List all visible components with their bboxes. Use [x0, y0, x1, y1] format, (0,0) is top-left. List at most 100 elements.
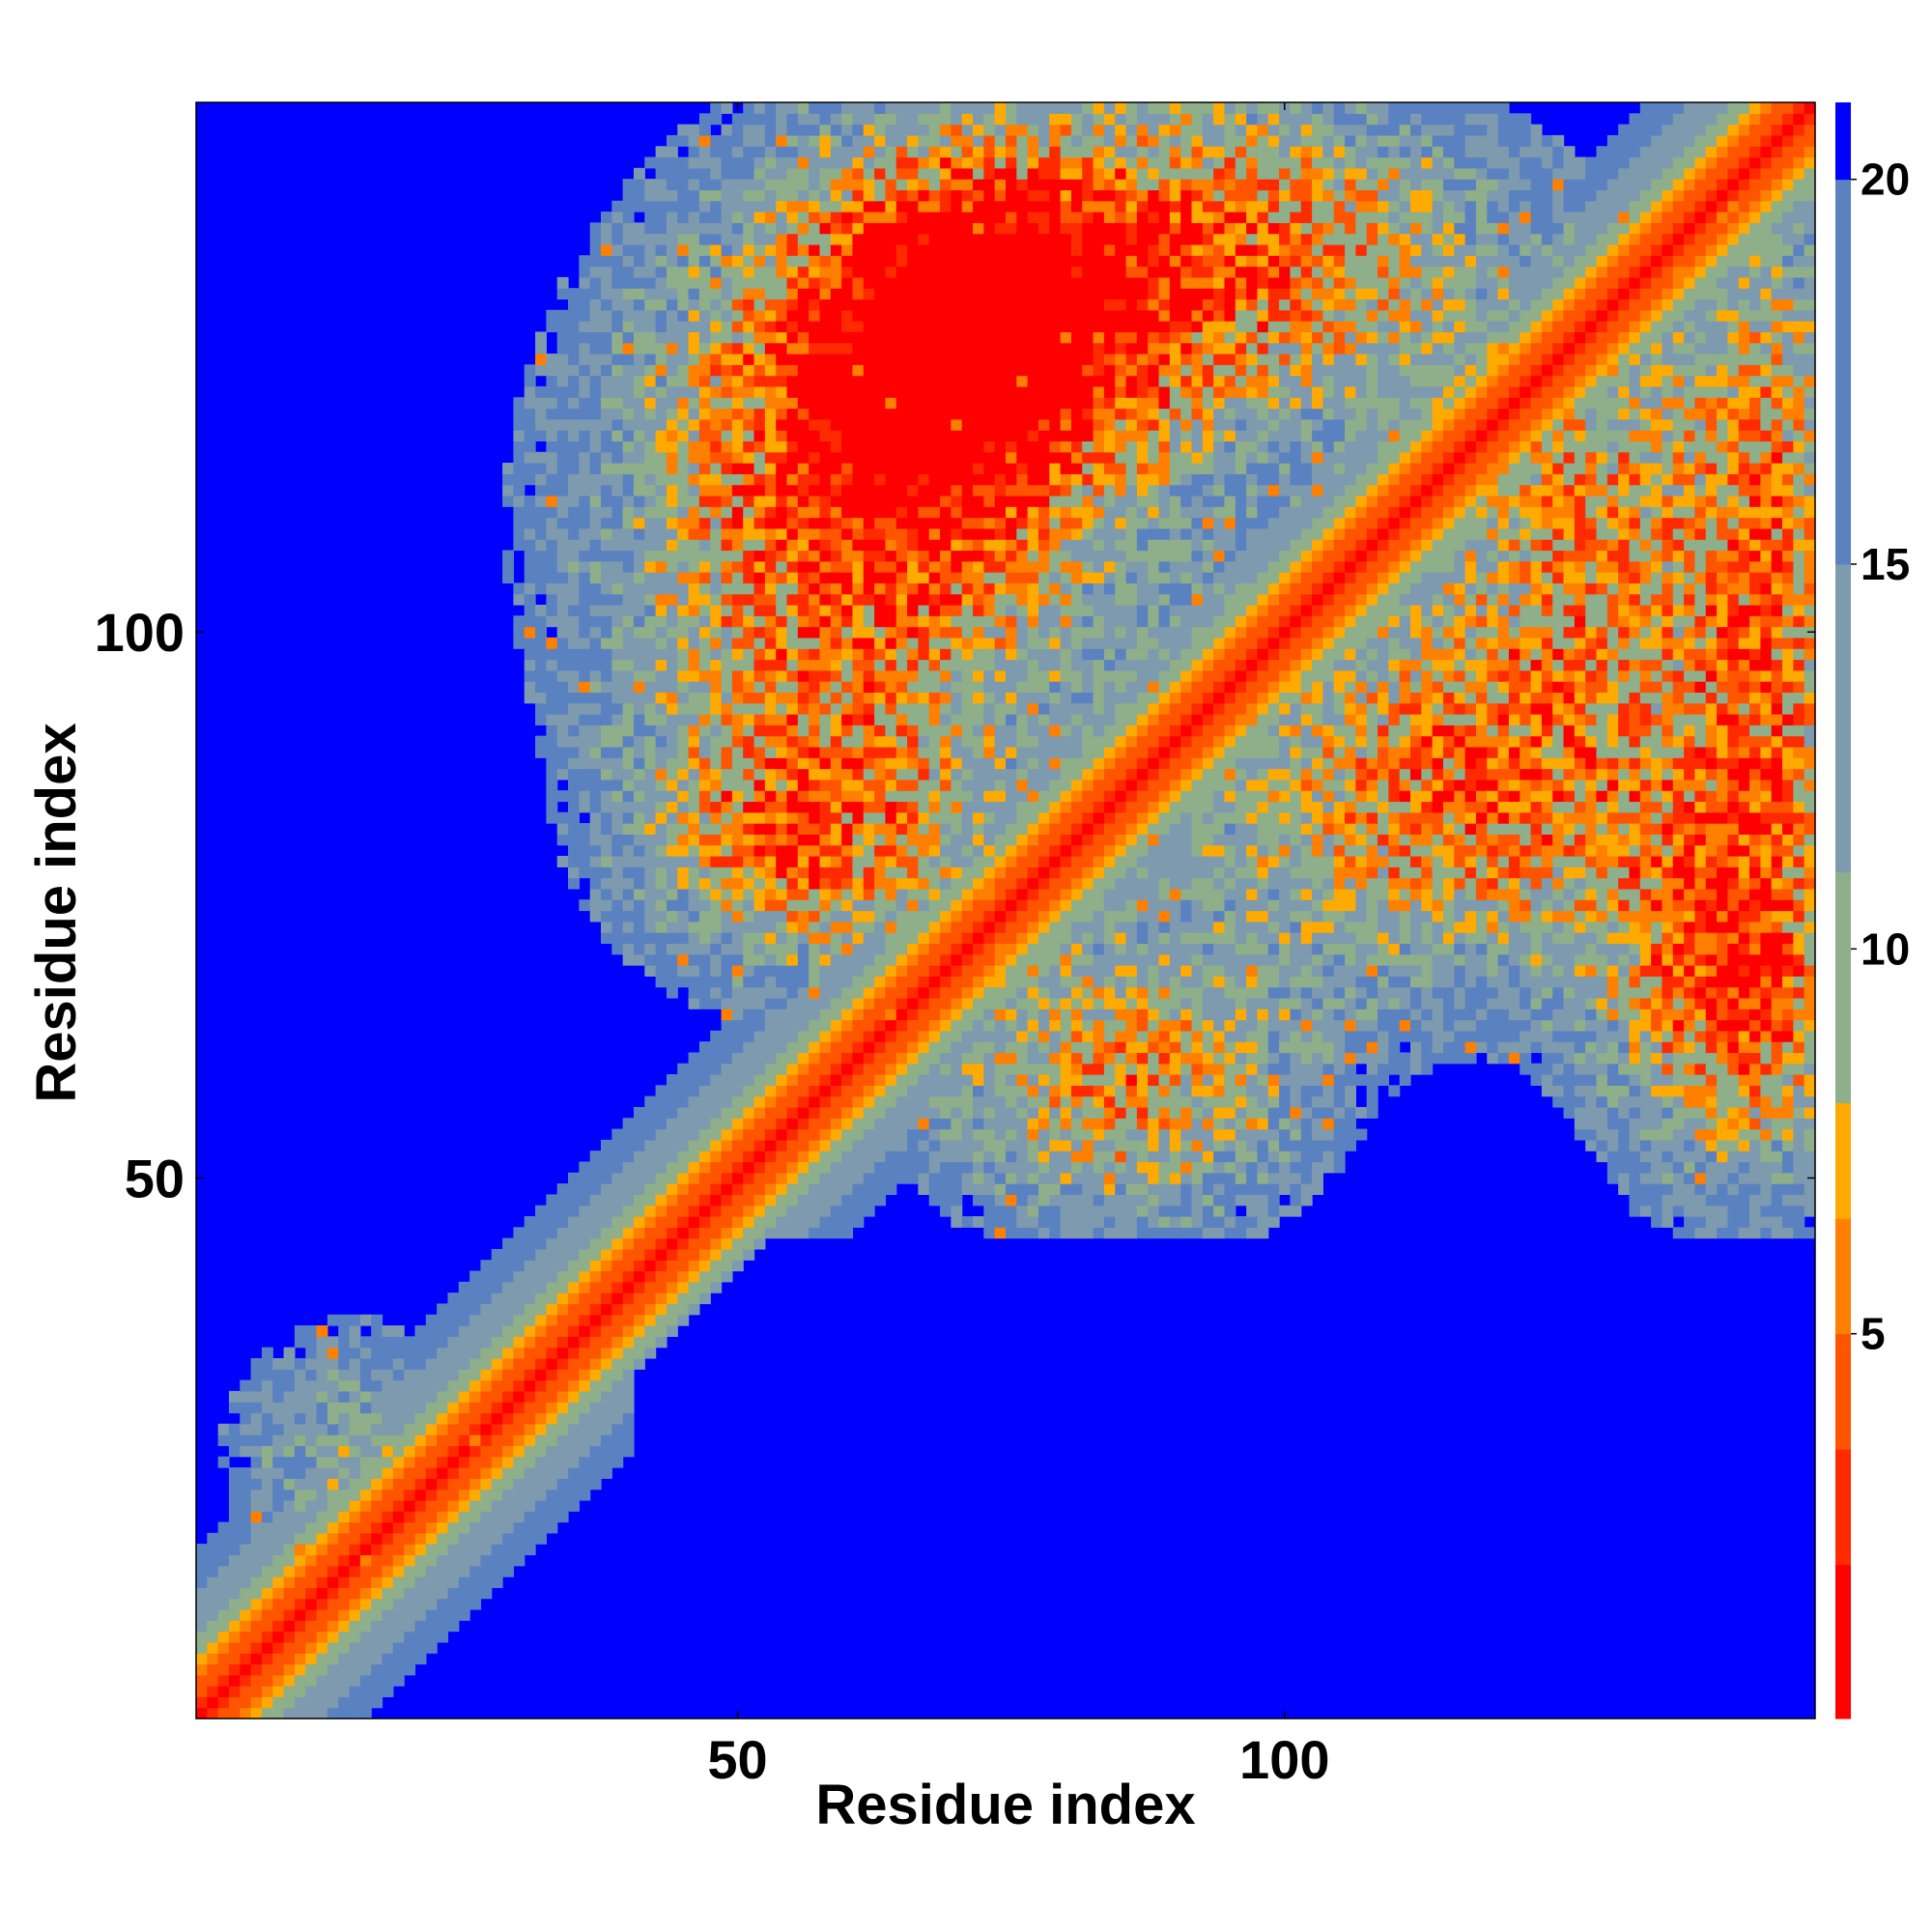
- heatmap-cell: [863, 288, 875, 300]
- heatmap-cell: [951, 321, 963, 332]
- heatmap-cell: [556, 342, 569, 355]
- heatmap-cell: [228, 1598, 241, 1610]
- heatmap-cell: [753, 495, 766, 507]
- heatmap-cell: [305, 1587, 318, 1600]
- heatmap-cell: [928, 921, 941, 933]
- heatmap-cell: [830, 113, 842, 126]
- heatmap-cell: [437, 1511, 449, 1523]
- heatmap-cell: [677, 953, 690, 966]
- heatmap-cell: [425, 1390, 438, 1403]
- heatmap-cell: [611, 582, 624, 595]
- heatmap-cell: [830, 1052, 842, 1065]
- heatmap-cell: [907, 517, 919, 529]
- heatmap-cell: [633, 779, 645, 791]
- heatmap-cell: [644, 550, 657, 562]
- heatmap-cell: [338, 1357, 351, 1370]
- heatmap-cell: [371, 1336, 384, 1349]
- heatmap-cell: [240, 1478, 252, 1491]
- heatmap-cell: [961, 560, 974, 573]
- heatmap-cell: [655, 1139, 668, 1151]
- heatmap-cell: [261, 1499, 273, 1512]
- heatmap-cell: [809, 167, 821, 180]
- heatmap-cell: [764, 440, 777, 453]
- heatmap-cell: [250, 1641, 263, 1654]
- heatmap-cell: [524, 463, 536, 474]
- heatmap-cell: [809, 943, 821, 955]
- heatmap-cell: [743, 1172, 755, 1184]
- heatmap-cell: [589, 746, 602, 758]
- heatmap-cell: [764, 527, 777, 540]
- heatmap-cell: [579, 527, 591, 540]
- heatmap-cell: [568, 1379, 580, 1392]
- heatmap-cell: [546, 385, 558, 398]
- heatmap-cell: [710, 997, 723, 1009]
- heatmap-cell: [809, 364, 821, 377]
- heatmap-cell: [830, 243, 842, 256]
- heatmap-cell: [895, 593, 908, 606]
- heatmap-cell: [458, 1499, 470, 1512]
- heatmap-cell: [710, 200, 723, 213]
- heatmap-cell: [392, 1587, 405, 1600]
- heatmap-cell: [698, 1041, 711, 1054]
- heatmap-cell: [819, 1216, 832, 1228]
- heatmap-cell: [250, 1554, 263, 1567]
- heatmap-cell: [294, 1445, 306, 1458]
- heatmap-cell: [349, 1467, 361, 1479]
- heatmap-cell: [250, 1390, 263, 1403]
- heatmap-cell: [698, 200, 711, 213]
- heatmap-cell: [633, 823, 645, 835]
- heatmap-cell: [863, 888, 875, 900]
- heatmap-cell: [655, 1237, 668, 1250]
- heatmap-cell: [721, 834, 733, 846]
- heatmap-cell: [809, 1095, 821, 1108]
- heatmap-cell: [589, 342, 602, 355]
- heatmap-cell: [469, 1532, 482, 1545]
- heatmap-cell: [885, 615, 897, 628]
- heatmap-cell: [644, 823, 657, 835]
- heatmap-cell: [655, 1216, 668, 1228]
- heatmap-cell: [841, 801, 854, 813]
- heatmap-cell: [502, 1499, 514, 1512]
- heatmap-cell: [633, 440, 645, 453]
- heatmap-cell: [874, 888, 887, 900]
- heatmap-cell: [809, 997, 821, 1009]
- heatmap-cell: [940, 222, 952, 235]
- heatmap-cell: [841, 724, 854, 737]
- heatmap-cell: [502, 1347, 514, 1359]
- heatmap-cell: [447, 1521, 460, 1534]
- heatmap-cell: [776, 321, 788, 332]
- heatmap-cell: [535, 408, 547, 420]
- heatmap-cell: [797, 560, 810, 573]
- heatmap-cell: [272, 1379, 285, 1392]
- heatmap-cell: [283, 1686, 296, 1697]
- heatmap-cell: [731, 212, 744, 223]
- heatmap-cell: [677, 200, 690, 213]
- heatmap-cell: [961, 385, 974, 398]
- heatmap-cell: [743, 527, 755, 540]
- heatmap-cell: [874, 572, 887, 583]
- heatmap-cell: [743, 146, 755, 158]
- heatmap-cell: [764, 506, 777, 519]
- heatmap-cell: [776, 364, 788, 377]
- heatmap-cell: [786, 735, 799, 748]
- heatmap-cell: [579, 1248, 591, 1261]
- heatmap-cell: [359, 1521, 372, 1534]
- heatmap-cell: [907, 735, 919, 748]
- heatmap-cell: [688, 692, 700, 704]
- heatmap-cell: [961, 997, 974, 1009]
- heatmap-cell: [546, 495, 558, 507]
- heatmap-cell: [731, 1074, 744, 1086]
- heatmap-cell: [830, 342, 842, 355]
- heatmap-cell: [797, 1139, 810, 1151]
- heatmap-cell: [633, 463, 645, 474]
- heatmap-cell: [907, 1106, 919, 1119]
- heatmap-cell: [731, 943, 744, 955]
- heatmap-cell: [272, 1608, 285, 1621]
- heatmap-cell: [589, 669, 602, 682]
- heatmap-cell: [601, 243, 612, 256]
- heatmap-cell: [852, 179, 865, 191]
- heatmap-cell: [841, 986, 854, 999]
- heatmap-cell: [786, 714, 799, 725]
- heatmap-cell: [655, 714, 668, 725]
- heatmap-cell: [469, 1357, 482, 1370]
